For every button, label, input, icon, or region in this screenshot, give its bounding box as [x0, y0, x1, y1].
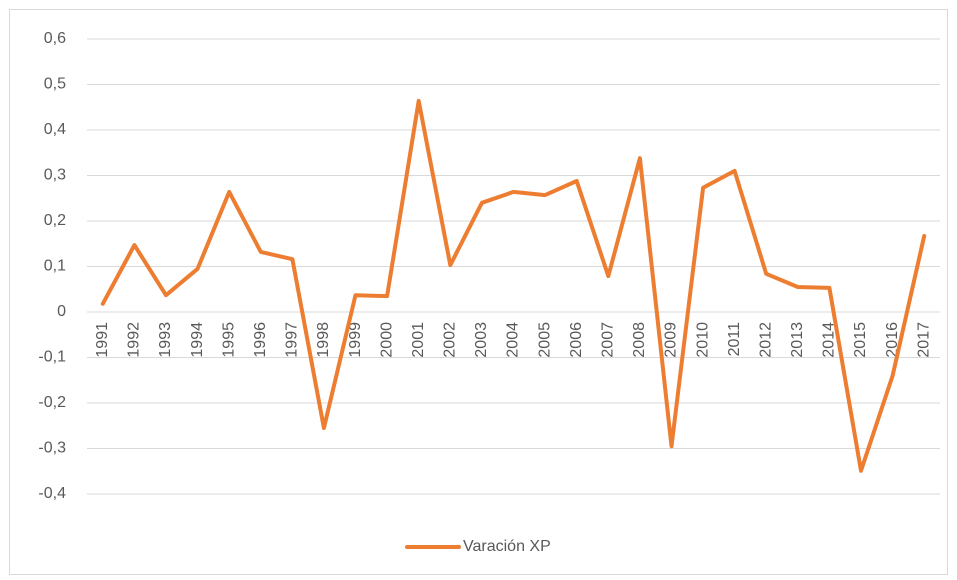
y-tick-label: -0,2 — [38, 394, 66, 411]
x-tick-label: 2013 — [789, 322, 806, 358]
data-line — [100, 98, 927, 473]
x-tick-label: 2011 — [726, 322, 743, 357]
y-tick-label: -0,3 — [38, 440, 66, 457]
x-tick-label: 2012 — [757, 322, 774, 358]
y-tick-label: 0,2 — [44, 212, 66, 229]
x-tick-label: 2010 — [694, 322, 711, 358]
x-tick-label: 2003 — [473, 322, 490, 358]
x-tick-label: 2009 — [663, 322, 680, 358]
y-tick-label: 0,1 — [44, 258, 66, 275]
x-tick-label: 2007 — [599, 322, 616, 358]
x-tick-label: 2002 — [442, 322, 459, 358]
chart-border — [9, 9, 948, 575]
x-tick-label: 1993 — [157, 322, 174, 358]
x-tick-label: 2005 — [536, 322, 553, 358]
x-tick-label: 2016 — [884, 322, 901, 358]
x-tick-label: 1997 — [284, 322, 301, 358]
y-tick-label: -0,1 — [38, 349, 66, 366]
x-tick-label: 2006 — [568, 322, 585, 358]
x-tick-label: 2014 — [821, 322, 838, 358]
x-tick-label: 1994 — [189, 322, 206, 358]
x-tick-label: 1992 — [126, 322, 143, 358]
y-tick-label: 0,6 — [44, 30, 66, 47]
y-tick-label: 0,4 — [44, 121, 66, 138]
x-tick-label: 1996 — [252, 322, 269, 358]
y-tick-label: 0 — [57, 303, 66, 320]
x-tick-label: 1998 — [315, 322, 332, 358]
x-tick-label: 2008 — [631, 322, 648, 358]
y-tick-label: 0,5 — [44, 76, 66, 93]
x-tick-label: 2017 — [915, 322, 932, 358]
x-tick-label: 2004 — [505, 322, 522, 358]
x-tick-label: 2001 — [410, 322, 427, 358]
y-tick-label: -0,4 — [38, 485, 66, 502]
x-tick-label: 1991 — [94, 322, 111, 358]
x-tick-label: 1995 — [220, 322, 237, 358]
x-tick-label: 2000 — [378, 322, 395, 358]
legend-label: Varación XP — [463, 538, 551, 555]
y-tick-label: 0,3 — [44, 167, 66, 184]
x-tick-label: 2015 — [852, 322, 869, 358]
x-tick-label: 1999 — [347, 322, 364, 358]
